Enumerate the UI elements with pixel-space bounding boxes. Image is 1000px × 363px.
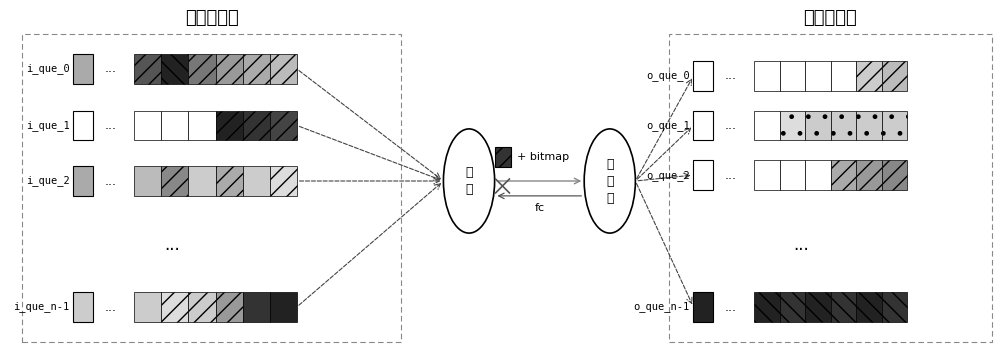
Bar xyxy=(161,292,188,322)
Bar xyxy=(73,111,93,140)
Bar xyxy=(856,111,882,140)
Bar xyxy=(754,160,780,190)
Bar xyxy=(882,292,907,322)
Bar xyxy=(216,292,243,322)
Bar xyxy=(856,160,882,190)
Bar xyxy=(270,292,297,322)
Text: ...: ... xyxy=(164,236,180,253)
Bar xyxy=(693,61,713,91)
Text: ...: ... xyxy=(105,62,117,76)
Bar xyxy=(216,111,243,140)
Bar xyxy=(73,166,93,196)
Bar xyxy=(669,34,992,342)
Text: ...: ... xyxy=(725,119,737,132)
Bar xyxy=(805,61,831,91)
Bar xyxy=(780,160,805,190)
Bar xyxy=(856,61,882,91)
Bar xyxy=(754,111,780,140)
Text: i_que_2: i_que_2 xyxy=(26,176,69,187)
Bar xyxy=(882,160,907,190)
Bar xyxy=(161,166,188,196)
Text: 复
用: 复 用 xyxy=(465,166,473,196)
Bar xyxy=(754,61,780,91)
Ellipse shape xyxy=(443,129,495,233)
Bar xyxy=(805,160,831,190)
Text: + bitmap: + bitmap xyxy=(517,152,569,162)
Text: ...: ... xyxy=(105,175,117,188)
Bar xyxy=(856,292,882,322)
Bar xyxy=(188,292,216,322)
Bar xyxy=(188,111,216,140)
Bar xyxy=(270,111,297,140)
Bar xyxy=(134,111,161,140)
Text: i_que_0: i_que_0 xyxy=(26,64,69,74)
Bar xyxy=(243,54,270,84)
Bar xyxy=(754,292,780,322)
Bar xyxy=(495,147,511,167)
Bar xyxy=(805,292,831,322)
Bar xyxy=(161,111,188,140)
Bar xyxy=(831,160,856,190)
Text: ...: ... xyxy=(105,301,117,314)
Text: i_que_1: i_que_1 xyxy=(26,120,69,131)
Text: ...: ... xyxy=(105,119,117,132)
Bar xyxy=(73,292,93,322)
Bar xyxy=(831,292,856,322)
Bar xyxy=(805,111,831,140)
Text: 第二级存储: 第二级存储 xyxy=(803,9,857,27)
Text: o_que_n-1: o_que_n-1 xyxy=(633,302,690,313)
Bar xyxy=(831,111,856,140)
Bar xyxy=(216,166,243,196)
Bar xyxy=(270,166,297,196)
Bar xyxy=(780,292,805,322)
Text: ...: ... xyxy=(725,69,737,82)
Bar xyxy=(134,166,161,196)
Bar xyxy=(693,292,713,322)
Text: ...: ... xyxy=(725,301,737,314)
Text: o_que_0: o_que_0 xyxy=(646,70,690,81)
Bar xyxy=(161,54,188,84)
Text: ...: ... xyxy=(725,168,737,182)
Bar xyxy=(882,111,907,140)
Bar xyxy=(243,166,270,196)
Text: 第一级存储: 第一级存储 xyxy=(185,9,238,27)
Bar xyxy=(188,54,216,84)
Text: 解
复
用: 解 复 用 xyxy=(606,158,614,204)
Bar xyxy=(882,61,907,91)
Bar xyxy=(73,54,93,84)
Text: i_que_n-1: i_que_n-1 xyxy=(13,302,69,313)
Bar xyxy=(831,61,856,91)
Bar xyxy=(134,292,161,322)
Text: ...: ... xyxy=(793,236,809,253)
Bar xyxy=(780,111,805,140)
Bar xyxy=(693,111,713,140)
Bar xyxy=(270,54,297,84)
Bar xyxy=(134,54,161,84)
Bar xyxy=(243,292,270,322)
Bar xyxy=(693,160,713,190)
Bar xyxy=(22,34,401,342)
Text: fc: fc xyxy=(534,203,544,213)
Bar xyxy=(780,61,805,91)
Text: o_que_2: o_que_2 xyxy=(646,170,690,180)
Bar xyxy=(216,54,243,84)
Ellipse shape xyxy=(584,129,635,233)
Bar xyxy=(188,166,216,196)
Text: o_que_1: o_que_1 xyxy=(646,120,690,131)
Bar xyxy=(243,111,270,140)
